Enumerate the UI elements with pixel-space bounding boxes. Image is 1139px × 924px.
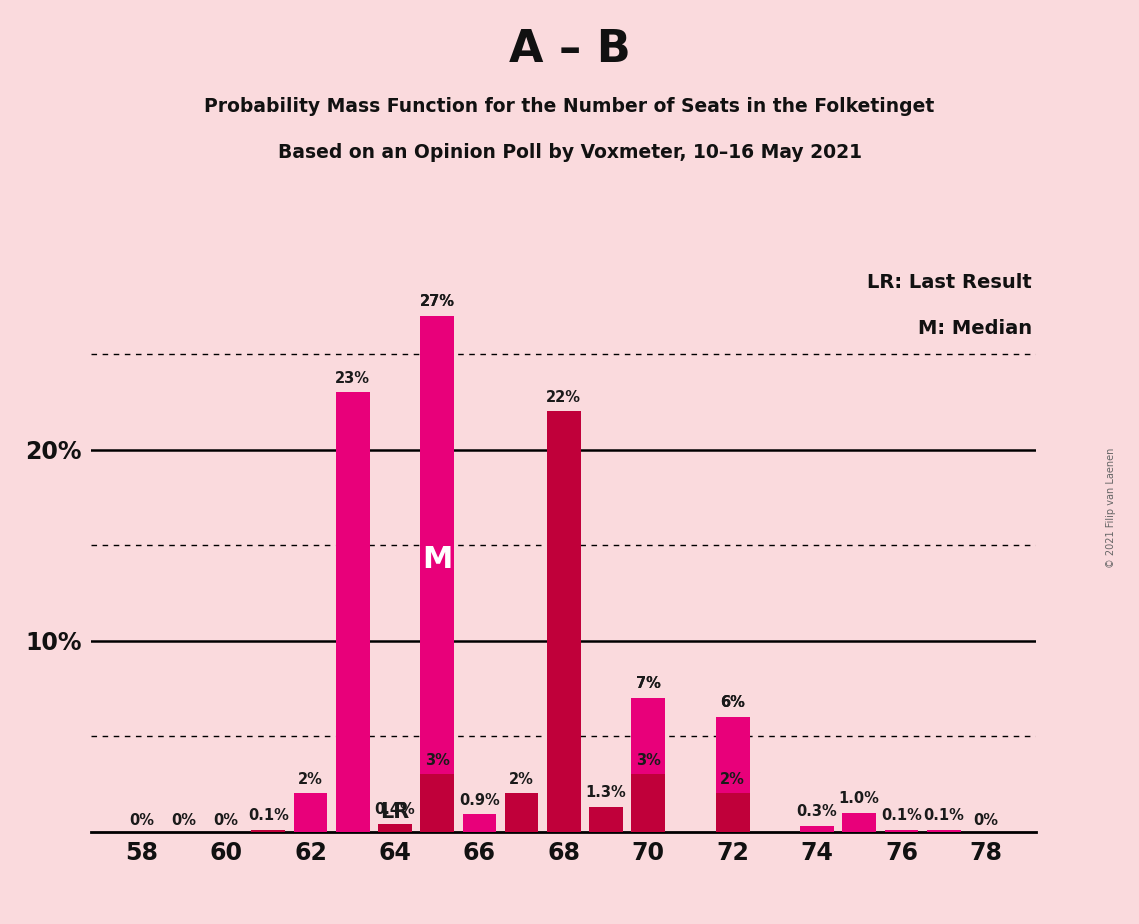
Text: 0.4%: 0.4%: [375, 802, 416, 818]
Text: 0%: 0%: [974, 813, 999, 828]
Bar: [885, 830, 918, 832]
Bar: [420, 774, 454, 832]
Bar: [547, 411, 581, 832]
Text: 27%: 27%: [419, 295, 454, 310]
Text: 27%: 27%: [419, 295, 454, 310]
Text: 7%: 7%: [636, 676, 661, 691]
Text: 3%: 3%: [636, 753, 661, 768]
Text: 0.1%: 0.1%: [880, 808, 921, 823]
Text: Probability Mass Function for the Number of Seats in the Folketinget: Probability Mass Function for the Number…: [204, 97, 935, 116]
Text: A – B: A – B: [509, 28, 630, 71]
Text: 2%: 2%: [509, 772, 534, 786]
Bar: [589, 807, 623, 832]
Text: 3%: 3%: [425, 753, 450, 768]
Bar: [294, 794, 328, 832]
Text: 0%: 0%: [214, 813, 239, 828]
Bar: [927, 830, 960, 832]
Text: 0.9%: 0.9%: [459, 793, 500, 808]
Text: 0.3%: 0.3%: [796, 804, 837, 820]
Bar: [420, 316, 454, 832]
Text: Based on an Opinion Poll by Voxmeter, 10–16 May 2021: Based on an Opinion Poll by Voxmeter, 10…: [278, 143, 861, 163]
Bar: [336, 393, 370, 832]
Bar: [631, 774, 665, 832]
Text: 22%: 22%: [547, 390, 581, 405]
Bar: [843, 812, 876, 832]
Text: 7%: 7%: [636, 676, 661, 691]
Text: 0%: 0%: [129, 813, 154, 828]
Text: M: Median: M: Median: [918, 319, 1032, 338]
Text: 2%: 2%: [720, 772, 745, 786]
Bar: [505, 794, 539, 832]
Bar: [378, 824, 412, 832]
Text: LR: LR: [380, 802, 410, 822]
Bar: [715, 794, 749, 832]
Text: 0.1%: 0.1%: [248, 808, 289, 823]
Bar: [252, 830, 285, 832]
Text: M: M: [423, 545, 452, 574]
Text: © 2021 Filip van Laenen: © 2021 Filip van Laenen: [1106, 448, 1115, 568]
Text: 1.0%: 1.0%: [838, 791, 879, 806]
Text: LR: Last Result: LR: Last Result: [867, 274, 1032, 292]
Text: 0.1%: 0.1%: [924, 808, 964, 823]
Bar: [462, 814, 497, 832]
Bar: [715, 717, 749, 832]
Text: 2%: 2%: [298, 772, 323, 786]
Text: 6%: 6%: [720, 696, 745, 711]
Text: 1.3%: 1.3%: [585, 785, 626, 800]
Bar: [631, 698, 665, 832]
Bar: [800, 826, 834, 832]
Text: 23%: 23%: [335, 371, 370, 385]
Text: 6%: 6%: [720, 696, 745, 711]
Text: 0%: 0%: [172, 813, 196, 828]
